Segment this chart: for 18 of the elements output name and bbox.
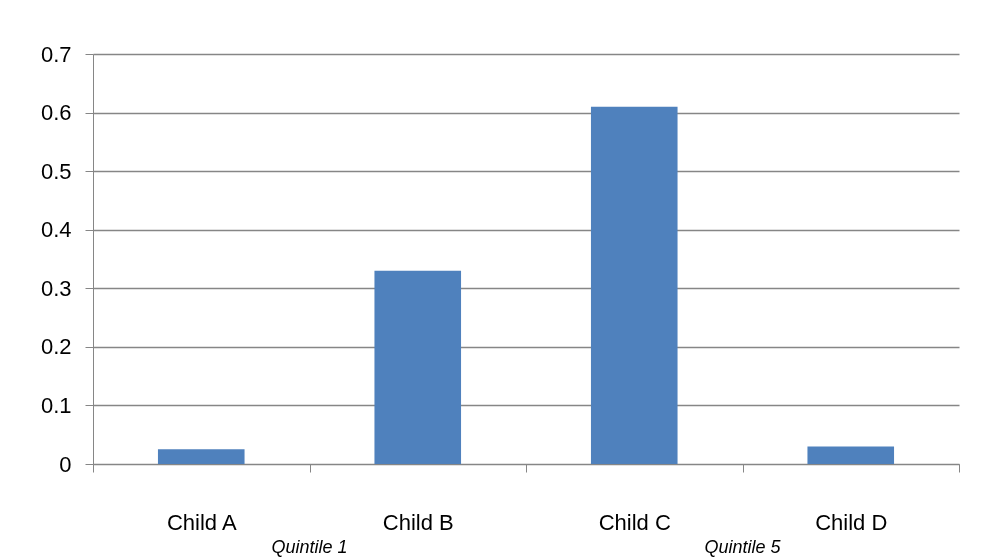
- y-tick-label: 0.7: [40, 41, 72, 67]
- x-tick-label: Child D: [815, 509, 888, 535]
- x-tick-label: Child B: [382, 509, 454, 535]
- y-tick-label: 0.1: [40, 392, 72, 418]
- y-tick-label: 0.2: [40, 334, 72, 360]
- y-tick-label: 0.6: [40, 100, 72, 126]
- text: Quintile 5: [704, 537, 782, 557]
- bar: [807, 446, 895, 464]
- bar: [590, 106, 678, 464]
- y-tick-label: 0.5: [40, 158, 72, 184]
- x-tick-label: Child A: [166, 509, 237, 535]
- y-tick-label: 0.3: [40, 275, 72, 301]
- bar: [374, 270, 462, 464]
- y-tick-label: 0.4: [40, 217, 72, 243]
- text: Quintile 1: [271, 537, 348, 557]
- bar: [157, 449, 245, 464]
- y-tick-label: 0: [59, 451, 72, 477]
- x-tick-label: Child C: [598, 509, 671, 535]
